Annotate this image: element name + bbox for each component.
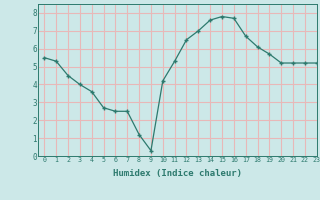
X-axis label: Humidex (Indice chaleur): Humidex (Indice chaleur) — [113, 169, 242, 178]
